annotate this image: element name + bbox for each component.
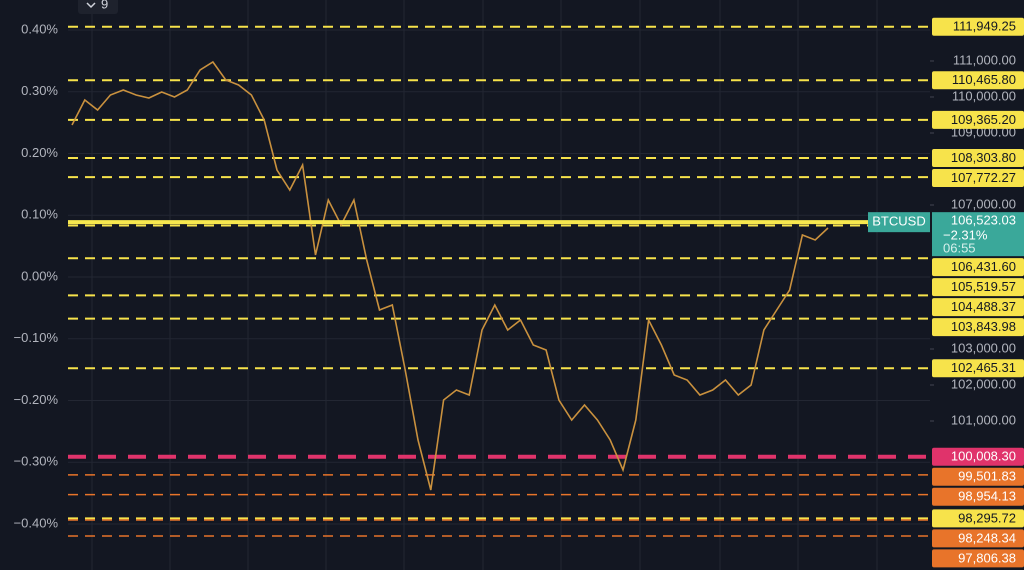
price-line	[71, 60, 829, 491]
price-level-box	[932, 509, 1024, 528]
price-level-box	[932, 110, 1024, 129]
price-level-box	[932, 278, 1024, 297]
price-level-box	[932, 298, 1024, 317]
price-level-box	[932, 359, 1024, 378]
price-level-box	[932, 71, 1024, 90]
price-level-box	[932, 17, 1024, 36]
y2-tick-label: 102,000.00	[951, 376, 1016, 391]
y-tick-label: 0.40%	[21, 21, 58, 36]
price-level-box	[932, 149, 1024, 168]
price-level-label: 99,501.83	[958, 469, 1016, 484]
price-level-label: 104,488.37	[951, 299, 1016, 314]
countdown-label: 06:55	[943, 241, 976, 256]
price-level-label: 107,772.27	[951, 170, 1016, 185]
y-tick-label: −0.10%	[14, 330, 59, 345]
interval-label[interactable]: 9	[101, 0, 108, 11]
price-level-label: 105,519.57	[951, 279, 1016, 294]
y-tick-label: 0.20%	[21, 145, 58, 160]
price-level-label: 98,248.34	[958, 530, 1016, 545]
current-price-box	[932, 212, 1024, 257]
price-level-box	[932, 318, 1024, 337]
price-level-box	[932, 549, 1024, 568]
price-level-label: 102,465.31	[951, 360, 1016, 375]
price-level-label: 109,365.20	[951, 112, 1016, 127]
y2-tick-label: 103,000.00	[951, 340, 1016, 355]
price-level-box	[932, 169, 1024, 188]
price-level-label: 100,008.30	[951, 449, 1016, 464]
y-tick-label: 0.00%	[21, 268, 58, 283]
price-level-label: 110,465.80	[952, 72, 1016, 87]
y-tick-label: −0.20%	[14, 392, 59, 407]
price-level-label: 106,431.60	[951, 259, 1016, 274]
symbol-tag-label: BTCUSD	[872, 214, 925, 229]
y2-tick-label: 101,000.00	[951, 412, 1016, 427]
price-level-box	[932, 258, 1024, 277]
y2-tick-label: 111,000.00	[953, 52, 1016, 67]
y2-tick-label: 107,000.00	[951, 196, 1016, 211]
y-tick-label: 0.30%	[21, 83, 58, 98]
price-level-box	[932, 529, 1024, 548]
price-level-label: 98,295.72	[958, 510, 1016, 525]
price-level-label: 97,806.38	[958, 550, 1016, 565]
y-tick-label: −0.30%	[14, 454, 59, 469]
price-level-box	[932, 447, 1024, 466]
y-tick-label: −0.40%	[14, 515, 59, 530]
price-level-box	[932, 467, 1024, 486]
y-tick-label: 0.10%	[21, 207, 58, 222]
interval-selector[interactable]: 9	[78, 0, 118, 14]
price-level-label: 111,949.25	[953, 19, 1016, 34]
price-level-label: 103,843.98	[951, 319, 1016, 334]
y2-tick-label: 110,000.00	[952, 88, 1016, 103]
price-change-label: −2.31%	[943, 228, 988, 243]
price-level-label: 108,303.80	[951, 150, 1016, 165]
price-level-box	[932, 487, 1024, 506]
symbol-tag	[868, 212, 930, 233]
price-level-label: 98,954.13	[958, 489, 1016, 504]
current-price-label: 106,523.03	[951, 213, 1016, 228]
